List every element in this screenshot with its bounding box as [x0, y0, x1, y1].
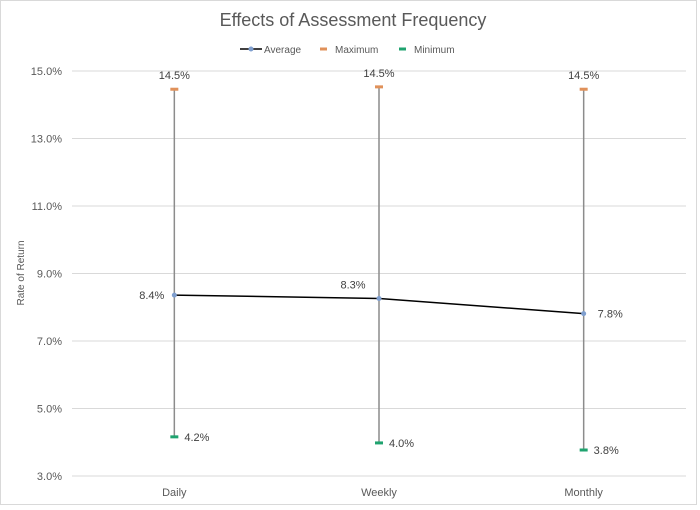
maximum-data-label: 14.5% — [159, 70, 190, 82]
legend-minimum-marker — [399, 47, 406, 51]
legend: Average Maximum Minimum — [240, 45, 455, 56]
legend-label: Minimum — [414, 45, 455, 56]
plot-marks: 14.5% 4.2% 8.4% 14.5% 4.0% 8.3% 14.5% 3.8% 7.8% — [139, 68, 623, 457]
minimum-marker — [579, 448, 588, 452]
y-tick-label: 13.0% — [31, 134, 62, 146]
y-tick-label: 11.0% — [32, 201, 63, 213]
legend-maximum-marker — [320, 47, 327, 51]
maximum-marker — [170, 87, 179, 91]
minimum-data-label: 4.2% — [184, 432, 209, 444]
x-tick-label: Daily — [162, 487, 187, 499]
y-tick-label: 9.0% — [37, 269, 62, 281]
legend-label: Maximum — [335, 45, 378, 56]
y-tick-label: 5.0% — [37, 404, 62, 416]
maximum-marker — [579, 87, 588, 91]
average-marker — [581, 311, 587, 317]
average-marker — [171, 292, 177, 298]
average-data-label: 7.8% — [598, 309, 623, 321]
x-axis-ticks: Daily Weekly Monthly — [162, 487, 603, 499]
legend-label: Average — [264, 45, 302, 56]
maximum-marker — [375, 85, 383, 89]
minimum-marker — [375, 441, 383, 445]
maximum-data-label: 14.5% — [363, 68, 394, 80]
x-tick-label: Weekly — [361, 487, 397, 499]
y-tick-label: 3.0% — [37, 471, 62, 483]
y-axis-ticks: 3.0% 5.0% 7.0% 9.0% 11.0% 13.0% 15.0% — [31, 66, 62, 483]
average-data-label: 8.3% — [340, 279, 365, 291]
y-tick-label: 7.0% — [37, 336, 62, 348]
legend-average-marker — [248, 46, 254, 52]
chart-title: Effects of Assessment Frequency — [220, 10, 487, 30]
minimum-marker — [170, 435, 179, 439]
y-axis-label: Rate of Return — [16, 240, 27, 305]
minimum-data-label: 3.8% — [594, 445, 619, 457]
average-data-label: 8.4% — [139, 290, 164, 302]
x-tick-label: Monthly — [564, 487, 603, 499]
maximum-data-label: 14.5% — [568, 70, 599, 82]
y-tick-label: 15.0% — [31, 66, 62, 78]
average-marker — [376, 295, 382, 301]
minimum-data-label: 4.0% — [389, 438, 414, 450]
